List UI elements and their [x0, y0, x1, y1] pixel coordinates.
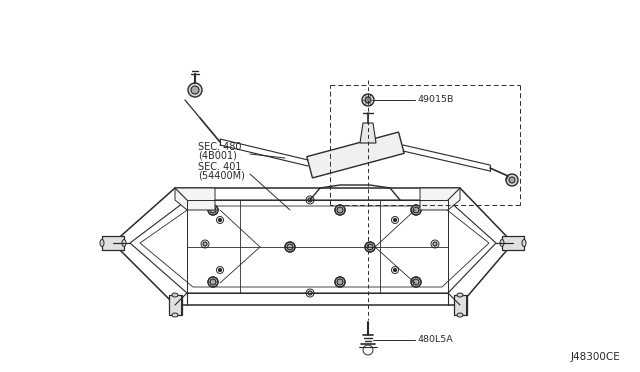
Bar — [307, 132, 404, 178]
Circle shape — [337, 279, 343, 285]
Circle shape — [210, 279, 216, 285]
Circle shape — [362, 94, 374, 106]
Circle shape — [191, 86, 199, 94]
Ellipse shape — [522, 240, 526, 247]
Circle shape — [208, 277, 218, 287]
Ellipse shape — [122, 240, 126, 247]
Circle shape — [188, 83, 202, 97]
Ellipse shape — [457, 313, 463, 317]
Text: (4B001): (4B001) — [198, 151, 237, 161]
Circle shape — [365, 242, 375, 252]
Circle shape — [210, 207, 216, 213]
Ellipse shape — [172, 313, 178, 317]
Text: SEC. 401: SEC. 401 — [198, 162, 241, 172]
Polygon shape — [175, 188, 215, 210]
Circle shape — [367, 244, 373, 250]
Bar — [169, 295, 182, 315]
Circle shape — [337, 207, 343, 213]
Text: 480L5A: 480L5A — [417, 336, 452, 344]
Circle shape — [506, 174, 518, 186]
Circle shape — [411, 205, 421, 215]
Circle shape — [335, 277, 345, 287]
Text: (54400M): (54400M) — [198, 171, 245, 181]
Circle shape — [308, 291, 312, 295]
Circle shape — [218, 269, 221, 272]
Circle shape — [218, 218, 221, 221]
Circle shape — [411, 277, 421, 287]
Circle shape — [433, 242, 437, 246]
Polygon shape — [360, 123, 376, 143]
Circle shape — [394, 269, 397, 272]
Ellipse shape — [172, 293, 178, 297]
Circle shape — [285, 242, 295, 252]
Circle shape — [208, 205, 218, 215]
Ellipse shape — [100, 240, 104, 247]
Circle shape — [308, 198, 312, 202]
Polygon shape — [420, 188, 460, 210]
Circle shape — [203, 242, 207, 246]
Circle shape — [394, 218, 397, 221]
Bar — [102, 236, 124, 250]
Circle shape — [413, 279, 419, 285]
Circle shape — [509, 177, 515, 183]
Circle shape — [287, 244, 293, 250]
Text: 49015B: 49015B — [417, 96, 453, 105]
Bar — [454, 295, 467, 315]
Text: SEC. 480: SEC. 480 — [198, 142, 241, 152]
Circle shape — [365, 97, 371, 103]
Text: J48300CE: J48300CE — [570, 352, 620, 362]
Ellipse shape — [457, 293, 463, 297]
Ellipse shape — [500, 240, 504, 247]
Circle shape — [335, 205, 345, 215]
Circle shape — [413, 207, 419, 213]
Bar — [502, 236, 524, 250]
Polygon shape — [113, 188, 513, 305]
